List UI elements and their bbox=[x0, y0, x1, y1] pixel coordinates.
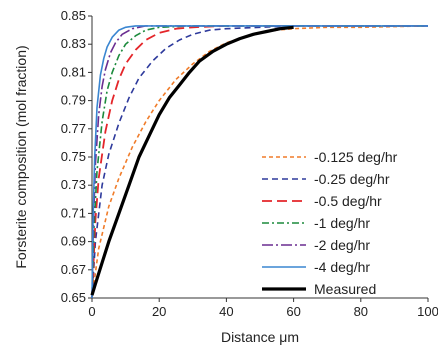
y-tick-label: 0.85 bbox=[61, 8, 86, 23]
y-tick-label: 0.79 bbox=[61, 93, 86, 108]
y-axis-title: Forsterite composition (mol fraction) bbox=[13, 45, 29, 268]
series-group bbox=[90, 24, 429, 299]
x-tick-label: 0 bbox=[88, 304, 95, 319]
y-tick-label: 0.81 bbox=[61, 64, 86, 79]
y-tick-label: 0.67 bbox=[61, 262, 86, 277]
x-tick-label: 40 bbox=[219, 304, 233, 319]
legend-label: -4 deg/hr bbox=[314, 259, 370, 275]
y-tick-label: 0.75 bbox=[61, 149, 86, 164]
y-tick-label: 0.73 bbox=[61, 177, 86, 192]
x-tick-label: 20 bbox=[152, 304, 166, 319]
legend-label: Measured bbox=[314, 281, 376, 297]
legend-label: -1 deg/hr bbox=[314, 215, 370, 231]
legend: -0.125 deg/hr -0.25 deg/hr -0.5 deg/hr -1 d… bbox=[262, 149, 398, 297]
series-line-3 bbox=[91, 25, 428, 299]
legend-label: -0.5 deg/hr bbox=[314, 193, 382, 209]
legend-label: -2 deg/hr bbox=[314, 237, 370, 253]
x-tick-label: 80 bbox=[354, 304, 368, 319]
y-tick-label: 0.69 bbox=[61, 234, 86, 249]
y-tick-label: 0.71 bbox=[61, 205, 86, 220]
series-line-5 bbox=[91, 25, 428, 299]
y-tick-label: 0.65 bbox=[61, 290, 86, 305]
series-line-1 bbox=[91, 25, 428, 299]
series-line-2 bbox=[91, 24, 428, 299]
y-tick-label: 0.83 bbox=[61, 36, 86, 51]
legend-label: -0.125 deg/hr bbox=[314, 149, 398, 165]
x-tick-label: 100 bbox=[417, 304, 438, 319]
x-tick-label: 60 bbox=[286, 304, 300, 319]
tick-group: 0 20 40 60 80 100 0.65 0.67 0.69 0.71 0.73 0.75 0.77… bbox=[61, 8, 438, 319]
series-line-6 bbox=[90, 25, 294, 296]
y-tick-label: 0.77 bbox=[61, 121, 86, 136]
x-axis-title: Distance μm bbox=[221, 329, 299, 345]
legend-label: -0.25 deg/hr bbox=[314, 171, 390, 187]
